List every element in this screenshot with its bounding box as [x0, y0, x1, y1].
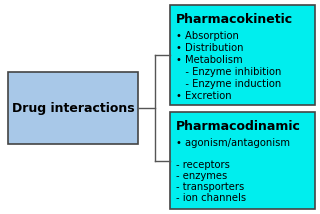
Text: - transporters: - transporters [176, 182, 244, 192]
Text: • Metabolism: • Metabolism [176, 55, 243, 65]
Text: Pharmacokinetic: Pharmacokinetic [176, 13, 293, 26]
Text: • Excretion: • Excretion [176, 91, 232, 101]
Bar [170, 5, 315, 105]
Text: Drug interactions: Drug interactions [12, 101, 134, 114]
Text: • Distribution: • Distribution [176, 43, 244, 53]
Bar [8, 72, 138, 144]
Text: • agonism/antagonism: • agonism/antagonism [176, 138, 290, 148]
Text: • Absorption: • Absorption [176, 31, 239, 41]
Text: - Enzyme inhibition: - Enzyme inhibition [176, 67, 281, 77]
Text: - Enzyme induction: - Enzyme induction [176, 79, 281, 89]
Text: - enzymes: - enzymes [176, 171, 227, 181]
Text: - receptors: - receptors [176, 160, 230, 170]
Bar [170, 112, 315, 209]
Text: - ion channels: - ion channels [176, 193, 246, 203]
Text: Pharmacodinamic: Pharmacodinamic [176, 120, 301, 133]
